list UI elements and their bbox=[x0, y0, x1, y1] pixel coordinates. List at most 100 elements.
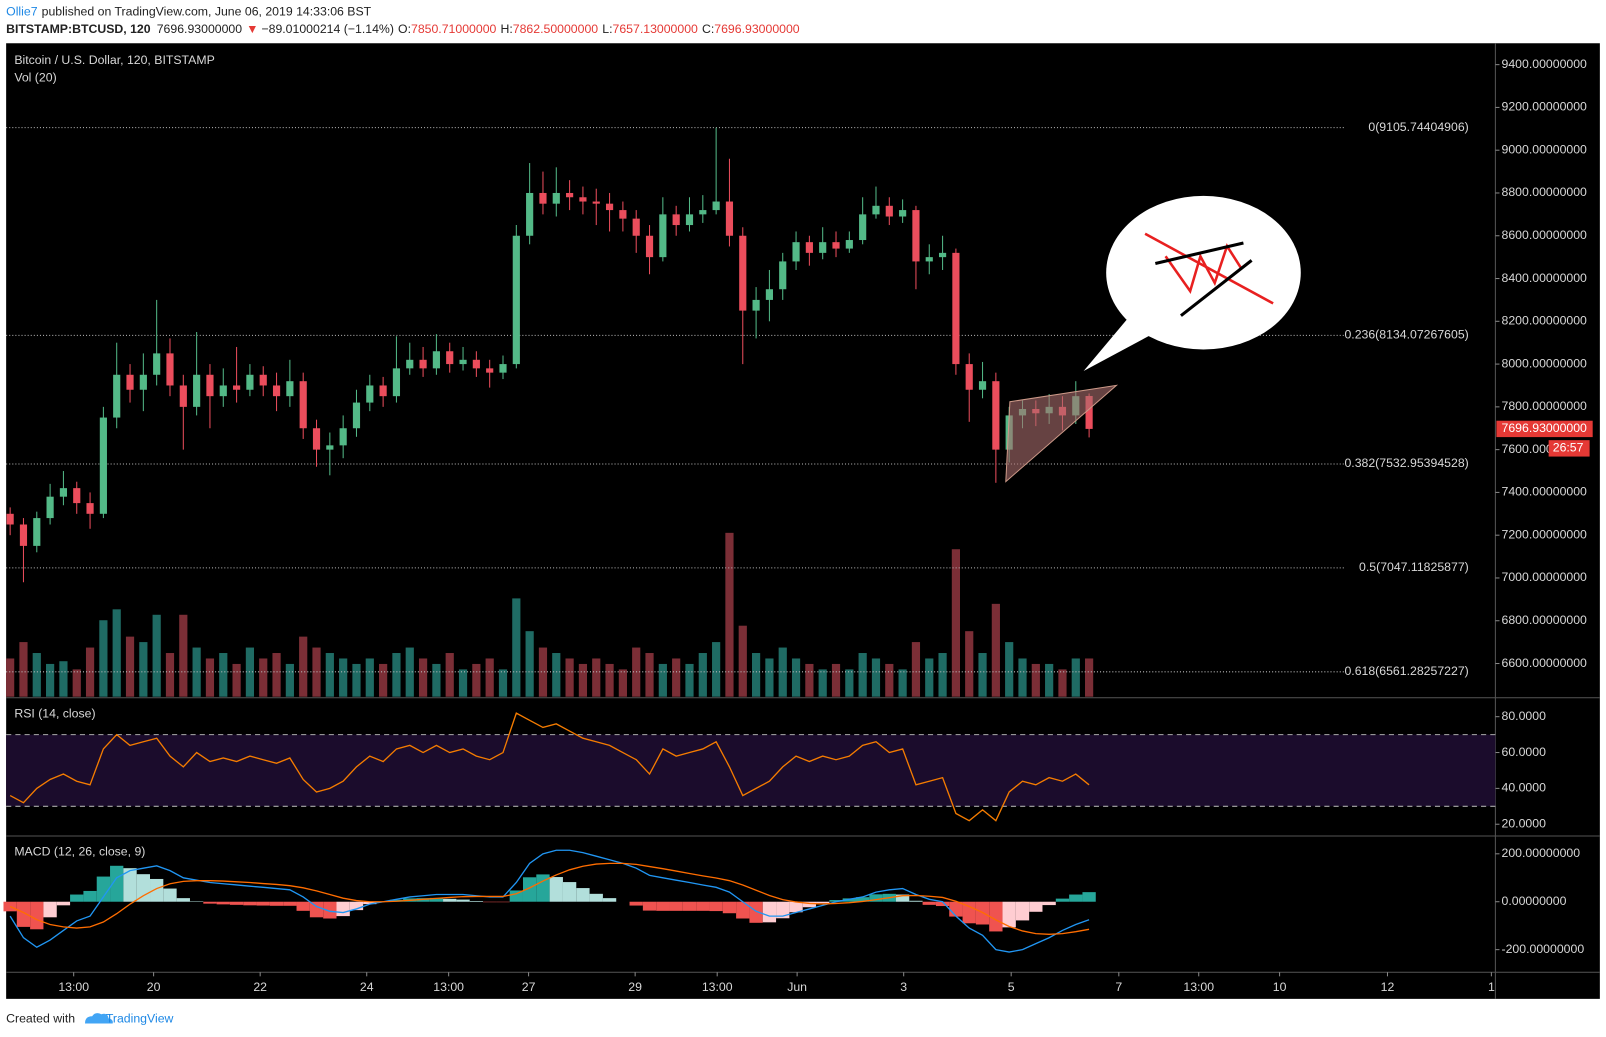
histogram-bar bbox=[922, 901, 936, 905]
candle-body bbox=[139, 374, 147, 390]
volume-bar bbox=[712, 642, 721, 697]
author: Ollie7 bbox=[6, 5, 38, 19]
candle-body bbox=[113, 374, 121, 418]
volume-bar bbox=[299, 636, 308, 697]
histogram-bar bbox=[1055, 898, 1070, 902]
candle-body bbox=[872, 205, 880, 215]
candle-body bbox=[272, 385, 281, 397]
volume-bar bbox=[578, 663, 588, 697]
histogram-bar bbox=[789, 901, 803, 913]
y-tick-label: 7200.00000000 bbox=[1502, 527, 1588, 541]
candle-body bbox=[912, 210, 920, 262]
fib-label: 0.236(8134.07267605) bbox=[1344, 328, 1468, 342]
y-tick-label: 8600.00000000 bbox=[1502, 228, 1588, 242]
pane-title: MACD (12, 26, close, 9) bbox=[14, 845, 145, 859]
candle-body bbox=[792, 242, 800, 262]
arrow: ▼ bbox=[246, 22, 258, 36]
histogram-bar bbox=[722, 901, 737, 914]
volume-bar bbox=[1018, 658, 1027, 697]
volume-bar bbox=[672, 658, 681, 697]
volume-bar bbox=[46, 663, 55, 697]
volume-bar bbox=[751, 653, 761, 697]
volume-bar bbox=[472, 663, 481, 697]
candle-body bbox=[312, 428, 321, 450]
histogram-bar bbox=[949, 901, 963, 917]
candle-body bbox=[206, 374, 214, 397]
volume-bar bbox=[911, 642, 921, 697]
candle-body bbox=[33, 518, 41, 546]
histogram-bar bbox=[895, 894, 910, 902]
candle-body bbox=[299, 381, 307, 429]
volume-bar bbox=[272, 653, 281, 697]
ohlc-value: 7657.13000000 bbox=[613, 22, 699, 36]
pane-title: RSI (14, close) bbox=[14, 706, 95, 720]
volume-bar bbox=[512, 598, 521, 697]
volume-bar bbox=[818, 669, 827, 697]
histogram-bar bbox=[962, 901, 976, 924]
histogram-bar bbox=[802, 901, 817, 908]
volume-bar bbox=[685, 663, 694, 697]
volume-bar bbox=[485, 658, 494, 697]
histogram-bar bbox=[762, 901, 777, 923]
volume-bar bbox=[99, 620, 108, 697]
y-tick-label: 7800.00000000 bbox=[1502, 399, 1588, 413]
volume-bar bbox=[925, 658, 934, 697]
histogram-bar bbox=[269, 901, 284, 906]
histogram-bar bbox=[30, 901, 44, 930]
ohlc-label: H: bbox=[500, 22, 512, 36]
volume-bar bbox=[778, 647, 787, 697]
histogram-bar bbox=[855, 897, 870, 902]
candle-body bbox=[59, 488, 68, 497]
x-tick-label: 1 bbox=[1488, 980, 1495, 994]
histogram-bar bbox=[229, 901, 244, 905]
volume-bar bbox=[152, 614, 161, 697]
y-tick-label: 0.00000000 bbox=[1502, 894, 1567, 908]
y-tick-label: 9400.00000000 bbox=[1502, 57, 1588, 71]
candle-body bbox=[672, 214, 680, 226]
volume-bar bbox=[365, 658, 374, 697]
histogram-bar bbox=[176, 898, 190, 902]
candle-body bbox=[965, 364, 973, 390]
x-tick-label: 27 bbox=[522, 980, 536, 994]
volume-bar bbox=[458, 669, 468, 697]
last-price-tag bbox=[1496, 420, 1593, 438]
candle-body bbox=[859, 214, 867, 241]
candle-body bbox=[566, 192, 574, 198]
y-tick-label: 40.0000 bbox=[1502, 781, 1547, 795]
histogram-bar bbox=[656, 901, 670, 911]
histogram-bar bbox=[1082, 892, 1096, 902]
volume-bar bbox=[445, 653, 454, 697]
candle-body bbox=[512, 235, 520, 365]
y-tick-label: 20.0000 bbox=[1502, 816, 1547, 830]
histogram-bar bbox=[150, 878, 164, 902]
x-tick-label: 13:00 bbox=[1183, 980, 1214, 994]
histogram-bar bbox=[909, 900, 923, 902]
candle-body bbox=[885, 205, 893, 217]
y-tick-label: 7000.00000000 bbox=[1502, 570, 1588, 584]
candle-body bbox=[246, 374, 254, 390]
y-tick-label: 9200.00000000 bbox=[1502, 100, 1588, 114]
volume-bar bbox=[1045, 663, 1054, 697]
wedge bbox=[1005, 384, 1119, 483]
histogram-bar bbox=[509, 890, 523, 902]
candle-body bbox=[366, 385, 374, 403]
candle-body bbox=[99, 417, 107, 514]
histogram-bar bbox=[1015, 901, 1030, 921]
histogram-bar bbox=[443, 898, 457, 902]
x-tick-label: 12 bbox=[1381, 980, 1395, 994]
histogram-bar bbox=[829, 900, 843, 902]
candle-body bbox=[1085, 396, 1093, 429]
candle-body bbox=[752, 299, 760, 311]
volume-bar bbox=[259, 658, 268, 697]
candle-body bbox=[46, 496, 54, 519]
x-tick-label: 29 bbox=[628, 980, 642, 994]
histogram-bar bbox=[842, 898, 856, 902]
histogram-bar bbox=[336, 901, 350, 917]
band-fill bbox=[6, 734, 1496, 807]
volume-bar bbox=[618, 669, 627, 697]
candle-body bbox=[166, 353, 174, 386]
histogram-bar bbox=[323, 901, 337, 919]
histogram-bar bbox=[349, 901, 364, 911]
histogram-bar bbox=[43, 901, 57, 918]
volume-bar bbox=[19, 642, 28, 697]
